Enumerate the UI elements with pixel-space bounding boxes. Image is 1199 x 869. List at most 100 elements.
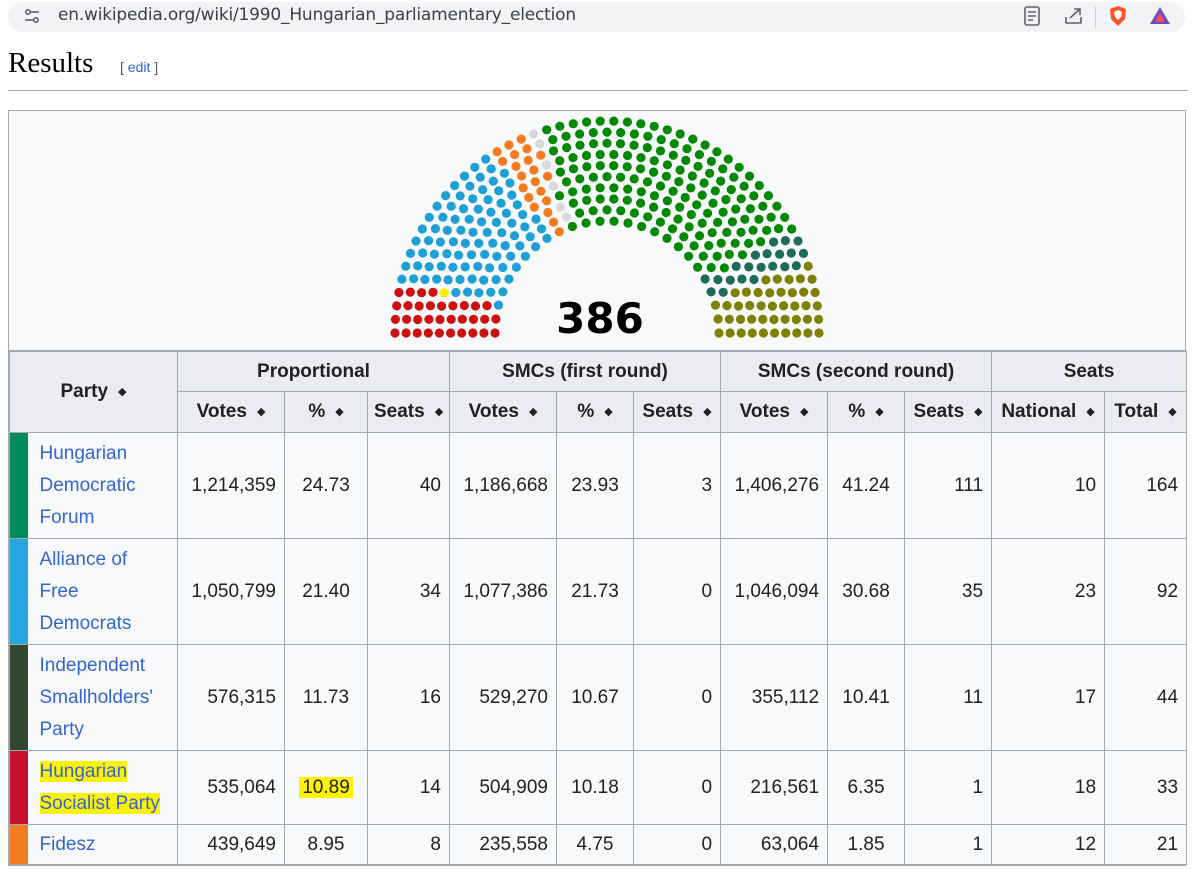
table-cell: 41.24 [827,432,906,539]
sort-icon[interactable]: ◆ [799,406,809,419]
table-cell: 21.73 [556,538,634,645]
party-link[interactable]: Fidesz [39,833,96,855]
seat-dot [635,164,646,174]
address-bar[interactable] [8,2,1185,32]
seat-dot [629,174,639,184]
seat-dot [775,249,785,259]
sort-icon[interactable]: ◆ [256,406,266,419]
table-cell: 14 [367,750,450,825]
seat-dot [493,300,504,310]
seat-dot [531,242,541,252]
seat-dot [518,183,528,193]
seat-dot [772,274,782,284]
col-header-sub[interactable]: % ◆ [827,391,906,433]
party-link[interactable]: Hungarian Democratic Forum [39,442,136,528]
col-header-sub[interactable]: Total ◆ [1104,391,1188,433]
table-row: Fidesz 439,649 8.95 8 235,558 4.75 0 63,064 1.85… [9,824,1188,865]
col-header-sub[interactable]: Seats ◆ [632,391,722,433]
seat-dot [434,328,444,338]
seat-dot [753,287,763,298]
col-header-sub[interactable]: National ◆ [991,391,1106,433]
seat-dot [786,248,796,258]
seat-dot [512,200,522,210]
seat-dot [401,328,411,338]
brave-shields-icon[interactable] [1106,4,1130,28]
seat-dot [515,241,525,251]
col-header-sub[interactable]: % ◆ [284,391,368,433]
seat-dot [729,172,739,182]
sort-icon[interactable]: ◆ [974,406,983,419]
seat-dot [754,180,764,191]
seat-dot [780,262,790,272]
seat-dot [719,263,730,273]
seat-dot [555,121,565,131]
seat-dot [595,149,605,160]
party-link[interactable]: Independent Smallholders' Party [39,654,153,740]
party-link[interactable]: Hungarian Socialist Party [39,760,160,814]
seat-dot [784,274,794,285]
seat-dot [501,208,511,218]
seat-dot [662,160,673,170]
table-cell: 10 [991,432,1106,539]
seat-dot [643,212,653,222]
sort-icon[interactable]: ◆ [335,406,344,419]
seat-dot [401,261,411,271]
col-header-sub[interactable]: % ◆ [556,391,634,433]
party-link[interactable]: Alliance of Free Democrats [39,548,132,634]
parliament-seat-chart: 386 [390,116,824,343]
col-header-sub[interactable]: Votes ◆ [449,391,557,433]
sort-icon[interactable]: ◆ [875,406,884,419]
seat-dot [602,138,612,148]
share-icon[interactable] [1062,4,1086,28]
seat-dot [661,171,672,181]
seat-dot [430,224,440,234]
group-header-smc-first: SMCs (first round) [448,351,722,392]
seat-dot [491,314,501,324]
seat-dot [655,181,666,191]
seat-dot [713,314,723,324]
seat-dot [609,149,619,160]
seat-dot [392,301,402,311]
col-header-label: Votes [739,401,790,422]
seat-dot [548,181,559,191]
brave-rewards-icon[interactable] [1148,4,1172,28]
col-header-label: Seats [642,401,694,422]
table-cell: 164 [1104,432,1188,539]
seat-dot [448,301,458,311]
url-text[interactable]: en.wikipedia.org/wiki/1990_Hungarian_par… [58,5,576,25]
seat-dot [470,162,480,172]
browser-toolbar: en.wikipedia.org/wiki/1990_Hungarian_par… [0,0,1199,36]
sort-icon[interactable]: ◆ [434,406,444,419]
col-header-sub[interactable]: Votes ◆ [720,391,829,433]
sort-icon[interactable]: ◆ [1168,406,1177,419]
seat-dot [673,214,683,224]
reader-mode-icon[interactable] [1020,4,1044,28]
seat-dot [470,301,481,311]
results-table: Party ◆ Proportional SMCs (first round) S… [9,351,1188,865]
sort-icon[interactable]: ◆ [604,406,613,419]
seat-dot [662,125,672,135]
seat-dot [595,183,605,193]
col-header-sub[interactable]: Seats ◆ [367,391,450,433]
table-cell: 576,315 [177,644,285,751]
seat-dot [435,314,445,325]
sort-icon[interactable]: ◆ [528,406,538,419]
cell-value: 92 [1156,580,1179,602]
sort-icon[interactable]: ◆ [118,386,127,399]
seat-dot [694,231,705,241]
sort-icon[interactable]: ◆ [703,406,712,419]
cell-value: 23 [1074,580,1097,602]
col-header-sub[interactable]: Seats ◆ [904,391,993,433]
seat-dot [745,204,756,214]
edit-link[interactable]: edit [127,59,151,75]
table-cell: 21.40 [284,538,368,645]
col-header-party[interactable]: Party ◆ [9,351,178,433]
cell-value: 11.73 [302,686,350,708]
col-header-sub[interactable]: Votes ◆ [177,391,285,433]
seat-dot [531,214,541,224]
site-settings-icon[interactable] [22,6,42,26]
seat-dot [767,301,778,311]
seat-dot [413,314,423,325]
sort-icon[interactable]: ◆ [1086,406,1095,419]
seat-dot [432,274,442,284]
